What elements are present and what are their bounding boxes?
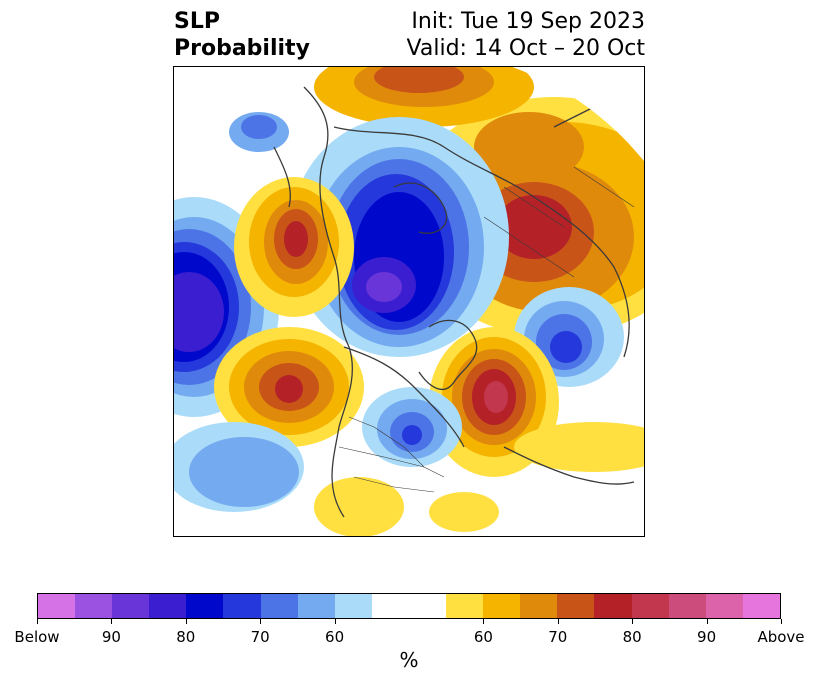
colorbar-tick-label: Above bbox=[757, 628, 805, 646]
colorbar-tick-label: 90 bbox=[101, 628, 121, 646]
valid-range: Valid: 14 Oct – 20 Oct bbox=[406, 36, 645, 61]
colorbar-tick-mark bbox=[111, 619, 113, 624]
colorbar-segment bbox=[297, 594, 335, 618]
colorbar-tick-mark bbox=[37, 619, 38, 624]
colorbar-segment bbox=[38, 594, 76, 618]
colorbar-tick-mark bbox=[632, 619, 634, 624]
colorbar-segment bbox=[594, 594, 632, 618]
colorbar-segment bbox=[446, 594, 484, 618]
coastlines bbox=[273, 86, 635, 518]
polar-map bbox=[174, 67, 644, 536]
colorbar-tick-label: 80 bbox=[176, 628, 196, 646]
colorbar-tick-label: 60 bbox=[473, 628, 493, 646]
colorbar-segment bbox=[334, 594, 372, 618]
colorbar-segment bbox=[668, 594, 706, 618]
colorbar-tick-mark bbox=[557, 619, 559, 624]
colorbar-tick-label: 90 bbox=[697, 628, 717, 646]
colorbar-tick-label: 60 bbox=[325, 628, 345, 646]
colorbar-segment bbox=[483, 594, 521, 618]
colorbar-tick-mark bbox=[334, 619, 336, 624]
colorbar-segment bbox=[112, 594, 150, 618]
colorbar-segment bbox=[520, 594, 558, 618]
map-panel bbox=[173, 66, 645, 537]
title-product: Probability bbox=[174, 36, 310, 61]
colorbar-tick-label: 80 bbox=[622, 628, 642, 646]
colorbar-tick-mark bbox=[185, 619, 187, 624]
colorbar-tick-label: 70 bbox=[548, 628, 568, 646]
colorbar bbox=[37, 593, 781, 619]
colorbar-segment bbox=[186, 594, 224, 618]
colorbar-segment bbox=[631, 594, 669, 618]
borders bbox=[338, 166, 635, 493]
colorbar-segment bbox=[75, 594, 113, 618]
init-date: Init: Tue 19 Sep 2023 bbox=[411, 9, 645, 34]
colorbar-tick-mark bbox=[260, 619, 262, 624]
colorbar-segment bbox=[705, 594, 743, 618]
title-variable: SLP bbox=[174, 9, 220, 34]
colorbar-unit-label: % bbox=[399, 648, 419, 672]
colorbar-segment bbox=[260, 594, 298, 618]
colorbar-segment bbox=[408, 594, 447, 618]
colorbar-tick-label: Below bbox=[14, 628, 60, 646]
colorbar-segment bbox=[742, 594, 780, 618]
chart-title-left: SLP Probability bbox=[174, 8, 310, 62]
colorbar-tick-label: 70 bbox=[250, 628, 270, 646]
colorbar-segment bbox=[149, 594, 187, 618]
colorbar-tick-mark bbox=[781, 619, 782, 624]
colorbar-segment bbox=[557, 594, 595, 618]
colorbar-segment bbox=[371, 594, 409, 618]
colorbar-tick-mark bbox=[706, 619, 708, 624]
probability-field bbox=[174, 67, 644, 536]
colorbar-segment bbox=[223, 594, 261, 618]
colorbar-tick-mark bbox=[483, 619, 485, 624]
chart-title-right: Init: Tue 19 Sep 2023 Valid: 14 Oct – 20… bbox=[407, 8, 645, 62]
